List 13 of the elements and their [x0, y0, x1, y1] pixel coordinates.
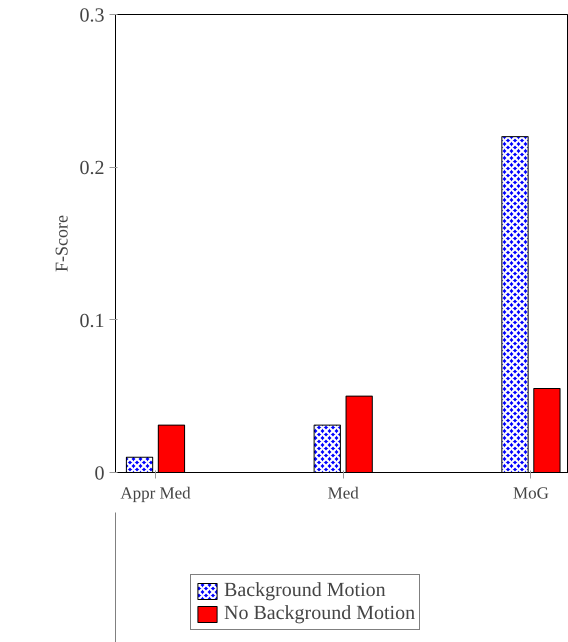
- bar: [158, 424, 186, 472]
- y-tick-label: 0: [94, 462, 104, 484]
- bar: [533, 388, 561, 472]
- x-tick-label: Med: [328, 484, 360, 502]
- bar: [346, 396, 373, 472]
- y-tick-label: 0.1: [80, 310, 104, 332]
- y-tick-label: 0.3: [80, 4, 104, 26]
- legend-label: No Background Motion: [224, 602, 416, 625]
- legend-label: Background Motion: [224, 579, 386, 602]
- x-tick-label: MoG: [513, 484, 549, 502]
- y-tick-label: 0.2: [80, 157, 104, 180]
- y-axis-title: F-Score: [52, 214, 72, 272]
- x-tick-label: Appr Med: [120, 484, 192, 502]
